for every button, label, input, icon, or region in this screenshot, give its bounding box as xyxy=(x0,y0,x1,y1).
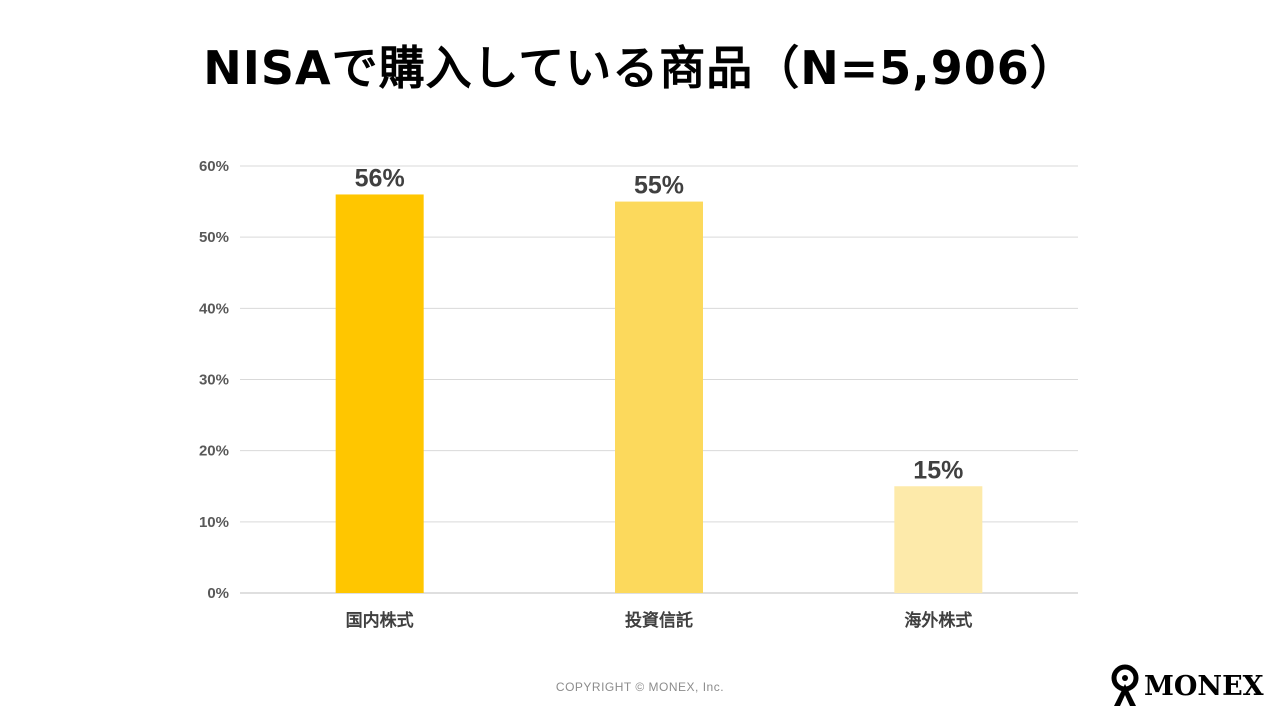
y-tick-label: 40% xyxy=(199,300,229,317)
y-tick-label: 50% xyxy=(199,229,229,246)
y-tick-label: 60% xyxy=(199,158,229,175)
x-tick-label: 国内株式 xyxy=(346,610,414,631)
monex-logo: MONEX xyxy=(1108,664,1264,708)
y-tick-label: 30% xyxy=(199,372,229,389)
y-tick-label: 0% xyxy=(207,585,229,602)
x-tick-label: 投資信託 xyxy=(625,610,693,631)
bar xyxy=(894,486,983,593)
monex-logo-text: MONEX xyxy=(1144,670,1264,702)
data-label: 15% xyxy=(913,456,963,484)
data-label: 55% xyxy=(634,172,684,200)
x-axis-categories: 国内株式 投資信託 海外株式 xyxy=(346,610,973,631)
y-axis-ticks: 0% 10% 20% 30% 40% 50% 60% xyxy=(199,158,229,602)
bar xyxy=(335,194,424,593)
data-labels: 56% 55% 15% xyxy=(355,164,964,484)
copyright-footer: COPYRIGHT © MONEX, Inc. xyxy=(555,680,725,694)
y-tick-label: 20% xyxy=(199,443,229,460)
data-label: 56% xyxy=(355,164,405,192)
chart-title: NISAで購入している商品（N=5,906） xyxy=(203,41,1077,95)
bar xyxy=(615,201,703,594)
bars xyxy=(335,194,983,594)
x-tick-label: 海外株式 xyxy=(904,610,972,631)
y-tick-label: 10% xyxy=(199,514,229,531)
monex-logo-mark-icon xyxy=(1111,664,1139,706)
